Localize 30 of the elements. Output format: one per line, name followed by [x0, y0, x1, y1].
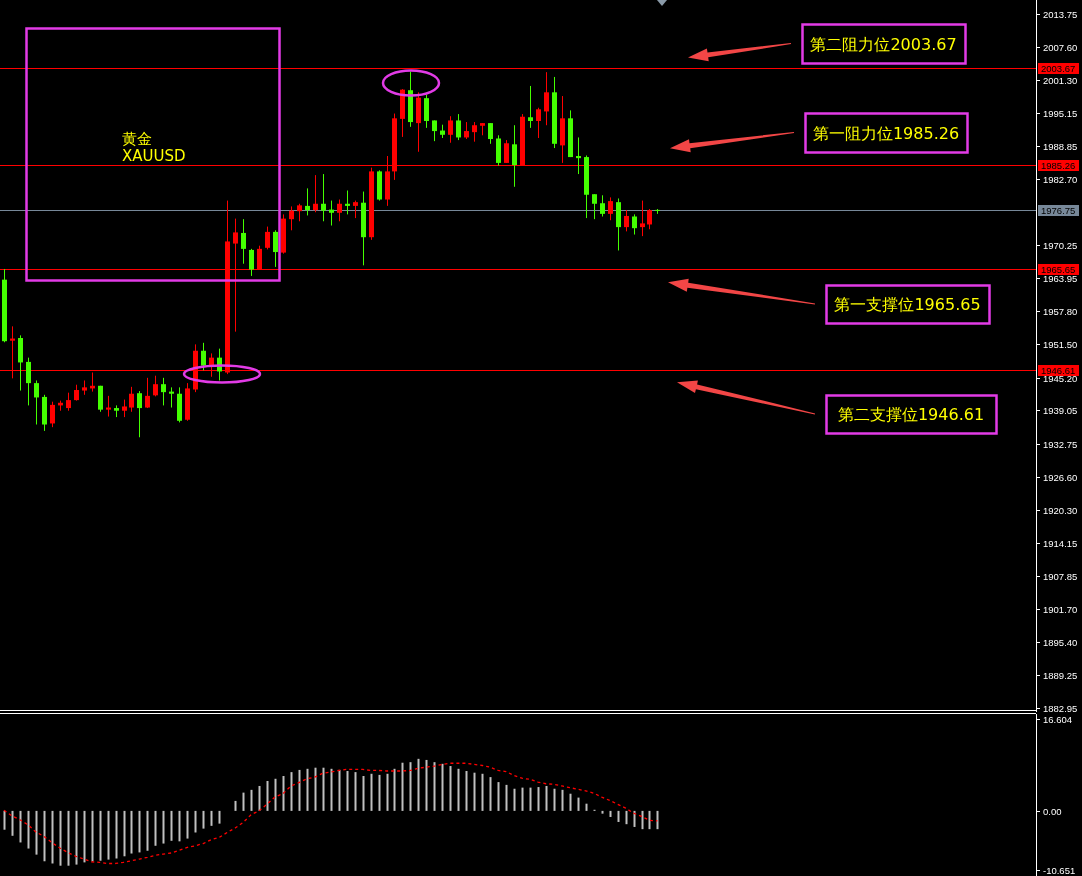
y-tick-label: 1939.05 — [1043, 405, 1078, 416]
y-tick-label: 1982.70 — [1043, 174, 1078, 185]
y-tick-label: 1951.50 — [1043, 339, 1078, 350]
y-tick-label: 1988.85 — [1043, 141, 1078, 152]
y-tick-label: 0.00 — [1043, 806, 1062, 817]
annotation: 第一支撑位1965.65 — [834, 295, 981, 314]
text: 黄金 — [122, 130, 152, 148]
y-tick-label: 1920.30 — [1043, 505, 1078, 516]
y-tick-label: 2013.75 — [1043, 9, 1078, 20]
text: XAUUSD — [122, 147, 186, 165]
y-tick-label: 1901.70 — [1043, 604, 1078, 615]
y-tick-label: 16.604 — [1043, 714, 1073, 725]
y-tick-label: 1970.25 — [1043, 240, 1078, 251]
y-tick-label: 1995.15 — [1043, 108, 1078, 119]
y-tick-label: 1957.80 — [1043, 306, 1078, 317]
y-tick-label: 1889.25 — [1043, 670, 1078, 681]
y-tick-label: 2007.60 — [1043, 42, 1078, 53]
y-tick-label: 1926.60 — [1043, 472, 1078, 483]
y-tick-label: 1895.40 — [1043, 637, 1078, 648]
y-tick-label: 1914.15 — [1043, 538, 1078, 549]
y-tick-label: -10.651 — [1043, 865, 1076, 876]
y-tick-label: 2001.30 — [1043, 75, 1078, 86]
y-tick-label: 1945.20 — [1043, 373, 1078, 384]
annotation: 第二阻力位2003.67 — [810, 34, 957, 54]
annotation: 第一阻力位1985.26 — [812, 123, 960, 143]
y-tick-label: 1963.95 — [1043, 273, 1078, 284]
y-tick-label: 1932.75 — [1043, 439, 1078, 450]
y-tick-label: 1882.95 — [1043, 703, 1078, 714]
y-tick-label: 1907.85 — [1043, 571, 1078, 582]
annotation: 第二支撑位1946.61 — [837, 405, 985, 424]
